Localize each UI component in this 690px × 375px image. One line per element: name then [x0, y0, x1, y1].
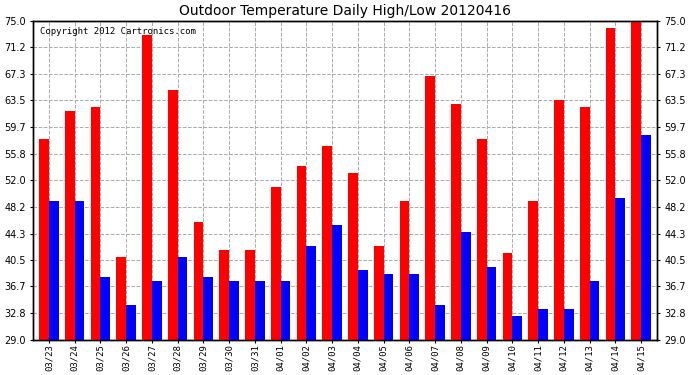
Bar — [538, 309, 548, 340]
Bar — [75, 201, 84, 340]
Bar — [461, 232, 471, 340]
Bar — [281, 281, 290, 340]
Bar — [117, 256, 126, 340]
Bar — [409, 274, 419, 340]
Bar — [194, 222, 204, 340]
Bar — [564, 309, 573, 340]
Bar — [348, 173, 358, 340]
Bar — [606, 28, 615, 340]
Bar — [477, 139, 486, 340]
Bar — [204, 278, 213, 340]
Bar — [615, 198, 625, 340]
Bar — [168, 90, 177, 340]
Bar — [486, 267, 496, 340]
Bar — [580, 107, 590, 340]
Bar — [255, 281, 265, 340]
Bar — [271, 187, 281, 340]
Bar — [451, 104, 461, 340]
Bar — [229, 281, 239, 340]
Bar — [332, 225, 342, 340]
Bar — [631, 21, 641, 340]
Bar — [502, 253, 513, 340]
Bar — [126, 305, 136, 340]
Bar — [384, 274, 393, 340]
Bar — [90, 107, 100, 340]
Bar — [641, 135, 651, 340]
Bar — [100, 278, 110, 340]
Bar — [435, 305, 445, 340]
Bar — [306, 246, 316, 340]
Title: Outdoor Temperature Daily High/Low 20120416: Outdoor Temperature Daily High/Low 20120… — [179, 4, 511, 18]
Bar — [425, 76, 435, 340]
Text: Copyright 2012 Cartronics.com: Copyright 2012 Cartronics.com — [39, 27, 195, 36]
Bar — [374, 246, 384, 340]
Bar — [322, 146, 332, 340]
Bar — [554, 100, 564, 340]
Bar — [49, 201, 59, 340]
Bar — [245, 250, 255, 340]
Bar — [297, 166, 306, 340]
Bar — [142, 34, 152, 340]
Bar — [400, 201, 409, 340]
Bar — [177, 256, 188, 340]
Bar — [590, 281, 600, 340]
Bar — [152, 281, 161, 340]
Bar — [39, 139, 49, 340]
Bar — [358, 270, 368, 340]
Bar — [219, 250, 229, 340]
Bar — [65, 111, 75, 340]
Bar — [513, 315, 522, 340]
Bar — [529, 201, 538, 340]
